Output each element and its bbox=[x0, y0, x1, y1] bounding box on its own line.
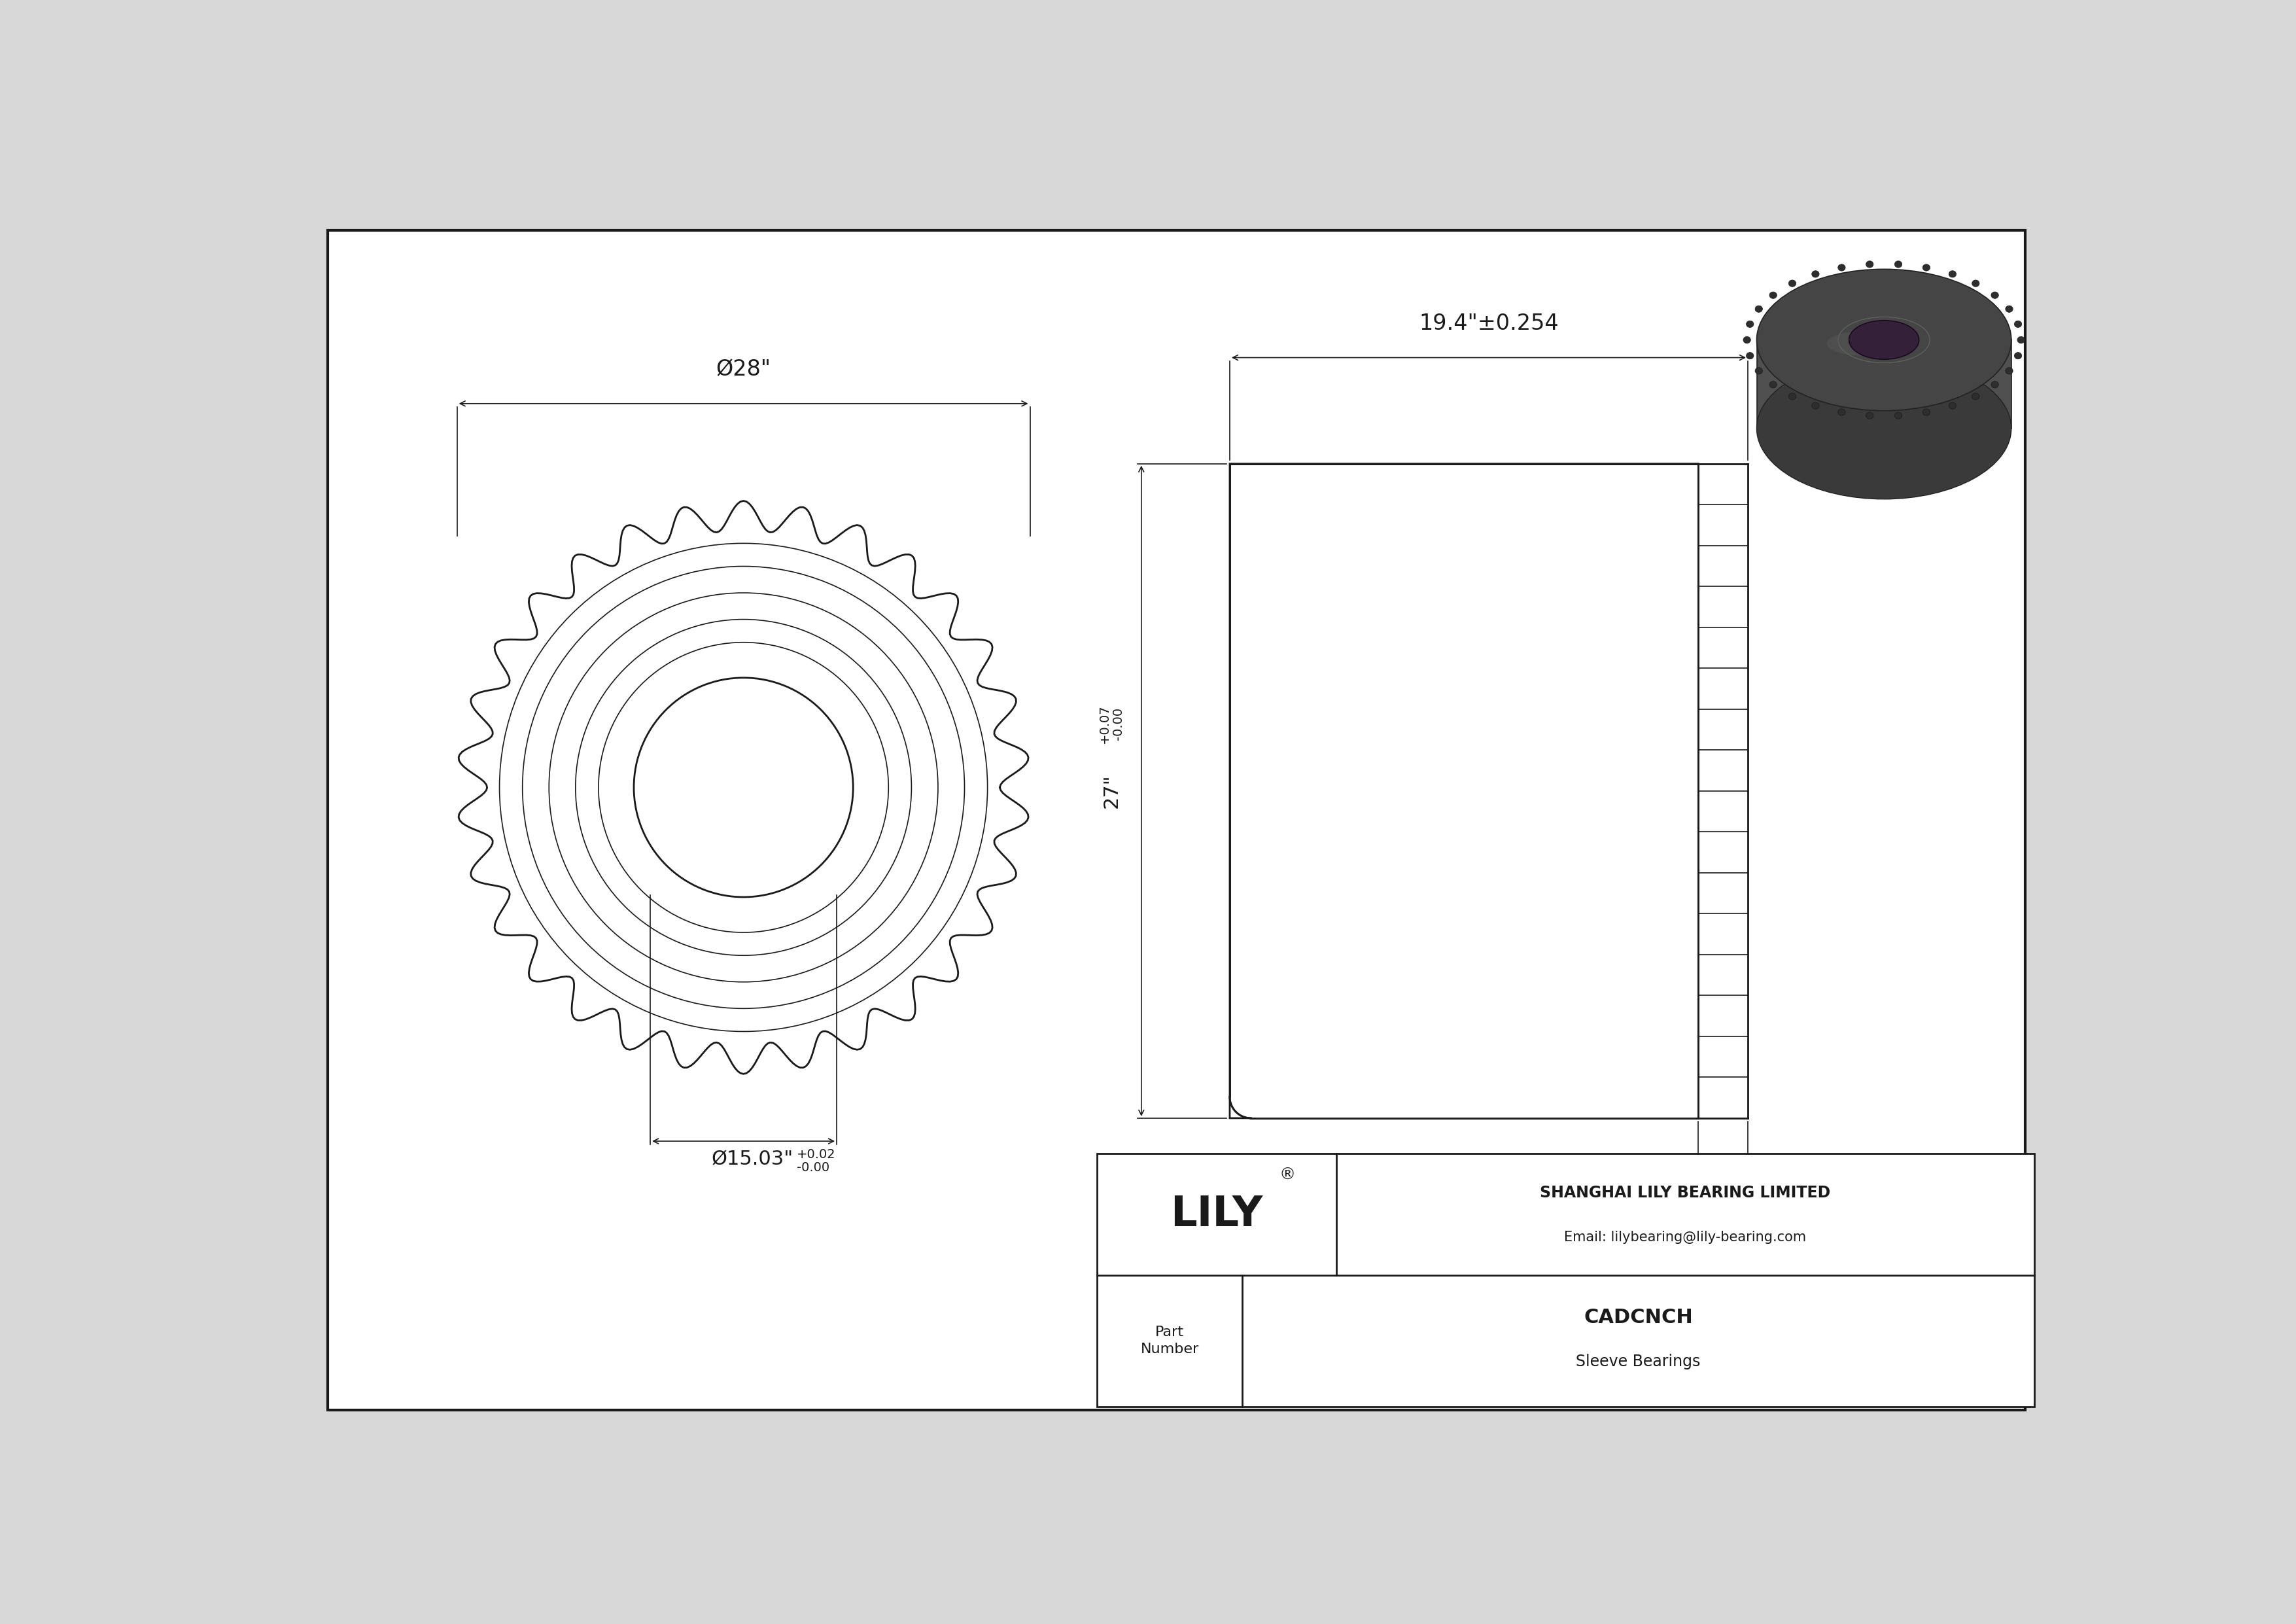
Text: ®: ® bbox=[1279, 1168, 1295, 1184]
Bar bbox=[1097, 1153, 2034, 1406]
Text: Ø15.03": Ø15.03" bbox=[712, 1150, 792, 1169]
Text: SHANGHAI LILY BEARING LIMITED: SHANGHAI LILY BEARING LIMITED bbox=[1541, 1186, 1830, 1200]
Ellipse shape bbox=[1894, 261, 1901, 268]
Ellipse shape bbox=[1922, 409, 1931, 416]
Ellipse shape bbox=[1828, 331, 1903, 356]
Ellipse shape bbox=[1972, 393, 1979, 400]
Ellipse shape bbox=[1991, 292, 1998, 299]
Text: Ø28": Ø28" bbox=[716, 359, 771, 380]
Ellipse shape bbox=[1867, 261, 1874, 268]
Text: CADCNCH: CADCNCH bbox=[1584, 1309, 1692, 1327]
Ellipse shape bbox=[2004, 367, 2014, 374]
Ellipse shape bbox=[1949, 403, 1956, 409]
Ellipse shape bbox=[2014, 322, 2023, 328]
FancyBboxPatch shape bbox=[1231, 464, 1699, 1119]
Ellipse shape bbox=[1770, 382, 1777, 388]
Ellipse shape bbox=[1754, 305, 1763, 312]
Ellipse shape bbox=[1991, 382, 1998, 388]
Text: Part
Number: Part Number bbox=[1141, 1325, 1199, 1356]
Ellipse shape bbox=[1747, 352, 1754, 359]
Ellipse shape bbox=[1837, 265, 1846, 271]
Ellipse shape bbox=[1867, 412, 1874, 419]
Ellipse shape bbox=[1770, 292, 1777, 299]
Text: 19.4"±0.254: 19.4"±0.254 bbox=[1419, 313, 1559, 335]
Ellipse shape bbox=[1756, 270, 2011, 411]
Ellipse shape bbox=[1848, 320, 1919, 359]
Bar bbox=[1756, 339, 2011, 429]
Text: LILY: LILY bbox=[1171, 1194, 1263, 1234]
Text: For 2 "min
sheet metal thickness: For 2 "min sheet metal thickness bbox=[1775, 1164, 1945, 1202]
Text: 27": 27" bbox=[1102, 773, 1120, 809]
Ellipse shape bbox=[1747, 322, 1754, 328]
Polygon shape bbox=[1231, 464, 1699, 1119]
Text: +0.07
-0.00: +0.07 -0.00 bbox=[1097, 705, 1125, 744]
Ellipse shape bbox=[1812, 271, 1818, 278]
Ellipse shape bbox=[2014, 352, 2023, 359]
Ellipse shape bbox=[1894, 412, 1901, 419]
Ellipse shape bbox=[1743, 336, 1750, 343]
Ellipse shape bbox=[2018, 336, 2025, 343]
Ellipse shape bbox=[1754, 367, 1763, 374]
Ellipse shape bbox=[1972, 279, 1979, 287]
Text: Sleeve Bearings: Sleeve Bearings bbox=[1575, 1354, 1701, 1369]
Ellipse shape bbox=[1922, 265, 1931, 271]
Ellipse shape bbox=[1837, 409, 1846, 416]
Ellipse shape bbox=[1812, 403, 1818, 409]
Text: Email: lilybearing@lily-bearing.com: Email: lilybearing@lily-bearing.com bbox=[1564, 1231, 1807, 1244]
Bar bbox=[1699, 464, 1747, 1119]
Ellipse shape bbox=[2004, 305, 2014, 312]
Ellipse shape bbox=[1756, 357, 2011, 499]
Ellipse shape bbox=[1789, 279, 1795, 287]
Ellipse shape bbox=[1949, 271, 1956, 278]
Ellipse shape bbox=[1789, 393, 1795, 400]
Text: +0.02
-0.00: +0.02 -0.00 bbox=[797, 1148, 836, 1174]
